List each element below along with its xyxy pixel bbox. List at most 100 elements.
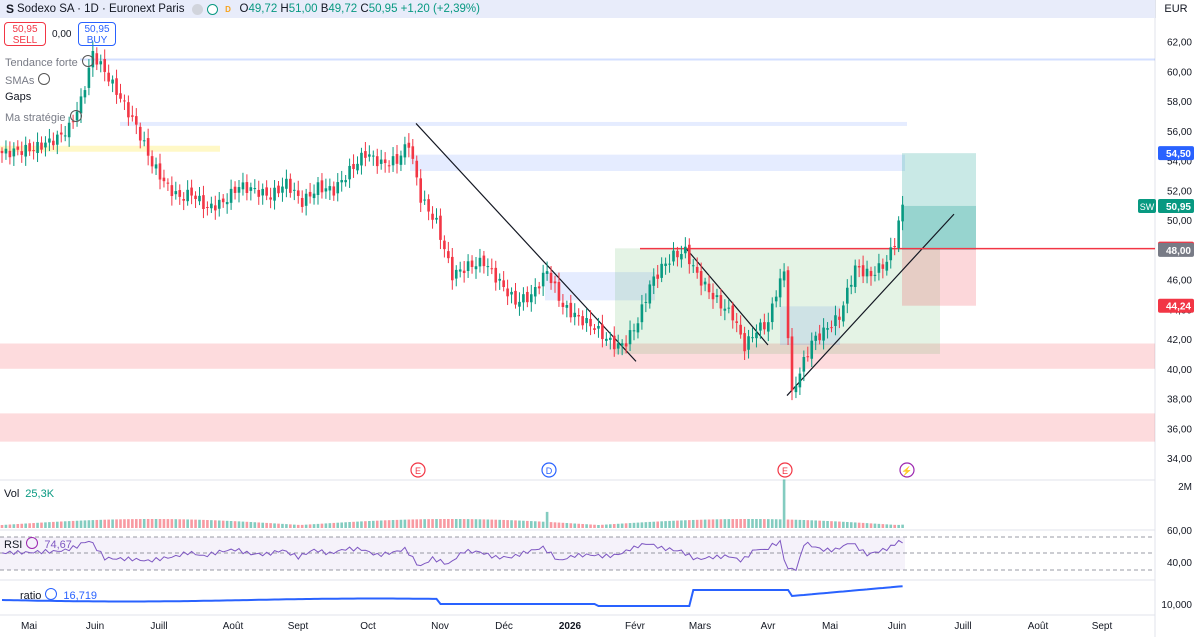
volume-bar [597,524,600,528]
volume-bar [695,519,699,528]
price-tick-label: 52,00 [1167,186,1192,197]
candle [597,325,600,329]
volume-bar [498,519,501,528]
eye-hidden-icon[interactable] [38,73,51,85]
candle [802,356,806,372]
candle [612,335,616,350]
candle [261,188,264,196]
candle [672,250,675,262]
event-marker-label: E [415,466,421,476]
candle [308,191,312,197]
eye-hidden-icon[interactable] [69,110,82,122]
volume-bar [36,522,39,528]
currency-selector[interactable]: EUR [1155,0,1196,18]
volume-bar [304,524,308,528]
eye-hidden-icon[interactable] [81,55,94,67]
volume-bar [616,523,620,528]
volume-bar [142,519,146,528]
candle [814,335,817,341]
volume-bar [636,522,640,528]
candle [810,340,814,359]
candle [368,154,371,157]
ratio-legend[interactable]: ratio 16,719 [20,588,98,602]
candle [32,150,35,152]
volume-bar [581,523,584,528]
volume-bar [577,523,580,528]
time-tick-label: Juill [954,621,971,632]
candle [411,146,415,159]
buy-button[interactable]: 50,95 BUY [78,22,116,46]
candle [589,318,592,327]
candle [486,266,490,268]
volume-bar [261,522,264,528]
volume-bar [206,520,209,528]
volume-bar [818,520,821,528]
volume-bar [166,519,170,528]
volume-bar [778,519,782,528]
volume-bar [846,521,849,528]
candle [652,276,656,286]
gap-zone [410,154,905,172]
volume-legend[interactable]: Vol 25,3K [4,488,55,500]
market-status-icon [192,3,204,15]
price-label-bg [1158,242,1194,257]
candle [56,134,59,145]
volume-bar [217,520,221,528]
spread-value: 0,00 [52,29,72,40]
legend-item-strategy[interactable]: Ma stratégie [5,109,82,124]
price-tick-label: 34,00 [1167,454,1192,465]
legend-item-gaps[interactable]: Gaps [5,91,32,103]
candle [462,270,466,273]
volume-bar [451,519,454,528]
volume-bar [632,522,636,528]
volume-bar [296,524,300,528]
legend-item-trend[interactable]: Tendance forte [5,54,94,69]
candle [296,190,300,196]
candle [522,294,525,303]
volume-bar [75,520,79,528]
volume-bar [838,521,841,528]
time-tick-label: 2026 [559,621,582,632]
candle [664,263,667,266]
legend-item-smas[interactable]: SMAs [5,72,51,87]
candle [846,287,849,304]
volume-bar [533,521,537,528]
candle [217,199,221,209]
candle [889,247,893,261]
sell-button[interactable]: 50,95 SELL [4,22,46,46]
volume-bar [138,519,142,528]
volume-bar [743,519,746,528]
candle [340,180,343,183]
volume-bar [897,524,900,528]
candle [526,291,529,303]
candle [857,266,861,268]
candle [142,140,146,142]
rsi-legend[interactable]: RSI 74,67 [4,537,72,551]
settings-icon[interactable] [45,588,58,600]
volume-bar [419,519,422,528]
candle [12,148,16,157]
candle [605,338,608,341]
volume-bar [763,519,766,528]
symbol-title[interactable]: Sodexo SA · 1D · Euronext Paris [17,3,185,15]
volume-bar [44,522,47,528]
long-position-stop [902,249,976,306]
volume-bar [289,524,292,528]
candle [407,142,411,148]
volume-bar [605,524,608,528]
candle [770,303,774,323]
candle [123,100,126,102]
candle [221,198,225,203]
volume-bar [715,519,719,528]
volume-bar [87,520,91,528]
settings-icon[interactable] [26,537,39,549]
candle [865,268,869,277]
volume-bar [680,520,683,528]
candle [423,199,426,201]
volume-bar [48,522,51,528]
volume-bar [684,520,687,528]
candle [79,96,83,114]
volume-bar [407,519,411,528]
candle [628,330,632,345]
